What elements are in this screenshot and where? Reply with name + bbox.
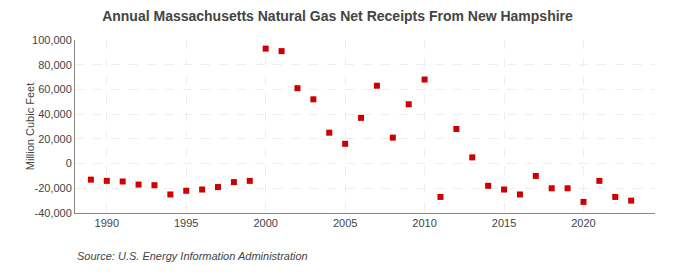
svg-text:20,000: 20,000 (38, 133, 72, 145)
svg-text:1990: 1990 (95, 217, 119, 229)
svg-text:2010: 2010 (412, 217, 436, 229)
svg-text:0: 0 (66, 157, 72, 169)
svg-text:1995: 1995 (174, 217, 198, 229)
svg-text:-20,000: -20,000 (34, 182, 71, 194)
svg-text:Source: U.S. Energy Informatio: Source: U.S. Energy Information Administ… (77, 250, 308, 262)
svg-text:80,000: 80,000 (38, 59, 72, 71)
svg-text:-40,000: -40,000 (34, 207, 71, 219)
svg-text:100,000: 100,000 (32, 34, 72, 46)
svg-text:2015: 2015 (492, 217, 516, 229)
svg-text:2020: 2020 (571, 217, 595, 229)
svg-text:60,000: 60,000 (38, 83, 72, 95)
svg-text:Annual Massachusetts Natural G: Annual Massachusetts Natural Gas Net Rec… (102, 8, 573, 24)
svg-text:Million Cubic Feet: Million Cubic Feet (24, 83, 36, 170)
svg-text:2000: 2000 (253, 217, 277, 229)
svg-text:2005: 2005 (333, 217, 357, 229)
svg-text:40,000: 40,000 (38, 108, 72, 120)
